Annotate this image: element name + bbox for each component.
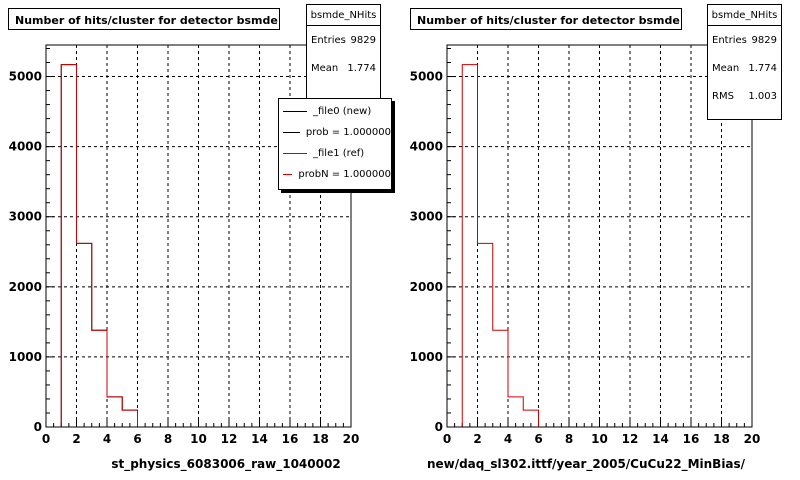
left-x-tick-label-12: 12 xyxy=(221,432,238,446)
right-plot-frame xyxy=(446,44,753,428)
legend-label-prob: prob = 1.000000 xyxy=(305,127,391,138)
right-x-tick-label-12: 12 xyxy=(622,432,639,446)
legend-label-file1: _file1 (ref) xyxy=(313,148,365,159)
right-x-tick-label-8: 8 xyxy=(565,432,573,446)
right-x-tick-label-10: 10 xyxy=(591,432,608,446)
legend-entry-probn: probN = 1.000000 xyxy=(279,164,391,185)
right-y-tick-label-1000: 1000 xyxy=(410,350,443,364)
left-x-tick-label-14: 14 xyxy=(251,432,268,446)
right-stats-entries-row: Entries 9829 xyxy=(708,26,781,54)
left-stats-entries-label: Entries xyxy=(311,34,346,46)
left-x-tick-label-10: 10 xyxy=(190,432,207,446)
left-x-tick-label-4: 4 xyxy=(103,432,111,446)
legend-label-probn: probN = 1.000000 xyxy=(298,169,391,180)
left-x-tick-label-20: 20 xyxy=(343,432,360,446)
left-stats-mean-value: 1.774 xyxy=(347,62,376,74)
right-stats-rms-row: RMS 1.003 xyxy=(708,82,781,110)
right-x-tick-label-18: 18 xyxy=(713,432,730,446)
left-x-axis-label: st_physics_6083006_raw_1040002 xyxy=(111,457,341,471)
legend-label-file0: _file0 (new) xyxy=(313,106,372,117)
right-stats-mean-row: Mean 1.774 xyxy=(708,54,781,82)
right-stats-mean-label: Mean xyxy=(712,62,740,74)
right-y-tick-label-0: 0 xyxy=(435,420,443,434)
left-y-tick-label-2000: 2000 xyxy=(9,280,42,294)
left-x-tick-label-18: 18 xyxy=(312,432,329,446)
right-x-tick-label-0: 0 xyxy=(443,432,451,446)
right-stats-entries-label: Entries xyxy=(712,34,747,46)
right-title-box: Number of hits/cluster for detector bsmd… xyxy=(410,8,682,30)
left-stats-name: bsmde_NHits xyxy=(307,5,380,26)
left-y-tick-label-5000: 5000 xyxy=(9,70,42,84)
right-x-tick-label-6: 6 xyxy=(534,432,542,446)
right-x-tick-label-16: 16 xyxy=(683,432,700,446)
right-chart-title: Number of hits/cluster for detector bsmd… xyxy=(417,14,680,27)
right-stats-name: bsmde_NHits xyxy=(708,5,781,26)
left-chart-title: Number of hits/cluster for detector bsmd… xyxy=(15,14,278,27)
left-x-tick-label-6: 6 xyxy=(133,432,141,446)
right-y-tick-label-3000: 3000 xyxy=(410,210,443,224)
right-stats-entries-value: 9829 xyxy=(751,34,777,46)
right-x-tick-label-20: 20 xyxy=(744,432,761,446)
legend-entry-prob: prob = 1.000000 xyxy=(279,122,391,143)
left-y-tick-label-3000: 3000 xyxy=(9,210,42,224)
right-stats-rms-value: 1.003 xyxy=(748,90,777,102)
right-y-tick-label-2000: 2000 xyxy=(410,280,443,294)
left-y-tick-label-1000: 1000 xyxy=(9,350,42,364)
legend-line-file0 xyxy=(283,111,307,112)
left-stats-entries-value: 9829 xyxy=(350,34,376,46)
right-x-tick-label-14: 14 xyxy=(652,432,669,446)
left-x-tick-label-16: 16 xyxy=(282,432,299,446)
left-y-tick-label-0: 0 xyxy=(34,420,42,434)
left-x-tick-label-0: 0 xyxy=(42,432,50,446)
legend-line-file1 xyxy=(283,153,307,154)
left-title-box: Number of hits/cluster for detector bsmd… xyxy=(8,8,280,30)
left-plot-frame xyxy=(45,44,352,428)
right-y-tick-label-5000: 5000 xyxy=(410,70,443,84)
left-x-tick-label-8: 8 xyxy=(164,432,172,446)
left-stats-entries-row: Entries 9829 xyxy=(307,26,380,54)
right-stats-rms-label: RMS xyxy=(712,90,734,102)
right-x-tick-label-4: 4 xyxy=(504,432,512,446)
left-y-tick-label-4000: 4000 xyxy=(9,140,42,154)
left-stats-box: bsmde_NHits Entries 9829 Mean 1.774 xyxy=(306,4,381,100)
legend-entry-file1: _file1 (ref) xyxy=(279,143,391,164)
legend-entry-file0: _file0 (new) xyxy=(279,101,391,122)
legend-line-prob xyxy=(283,132,300,133)
right-x-tick-label-2: 2 xyxy=(473,432,481,446)
left-stats-mean-label: Mean xyxy=(311,62,339,74)
right-y-tick-label-4000: 4000 xyxy=(410,140,443,154)
legend-line-probn xyxy=(283,174,293,175)
right-x-axis-label: new/daq_sl302.ittf/year_2005/CuCu22_MinB… xyxy=(426,457,746,471)
right-stats-box: bsmde_NHits Entries 9829 Mean 1.774 RMS … xyxy=(707,4,782,120)
right-stats-mean-value: 1.774 xyxy=(748,62,777,74)
left-x-tick-label-2: 2 xyxy=(72,432,80,446)
left-legend: _file0 (new) prob = 1.000000 _file1 (ref… xyxy=(278,98,392,190)
left-stats-mean-row: Mean 1.774 xyxy=(307,54,380,82)
